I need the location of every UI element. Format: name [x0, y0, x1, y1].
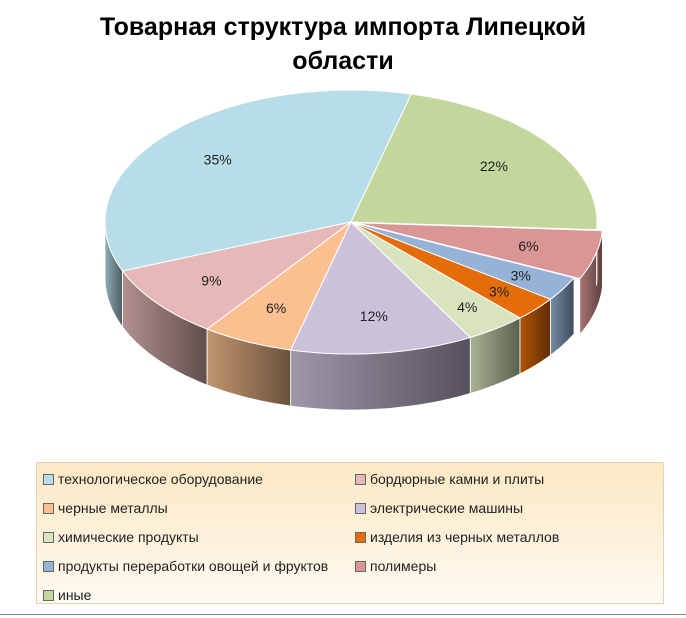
- legend-item: черные металлы: [43, 500, 168, 520]
- legend-swatch: [43, 502, 54, 514]
- legend-label: полимеры: [370, 558, 437, 574]
- pie-slice-6: [350, 221, 575, 300]
- legend-swatch: [43, 473, 54, 485]
- data-label-3: 12%: [360, 308, 388, 324]
- legend-swatch: [43, 560, 54, 572]
- legend-item: полимеры: [355, 558, 436, 578]
- pie-slice-0: [104, 89, 413, 272]
- legend-label: изделия из черных металлов: [370, 529, 560, 545]
- legend-label: химические продукты: [58, 529, 199, 545]
- legend-item: иные: [43, 587, 91, 607]
- divider-line: [0, 614, 686, 615]
- legend-item: продукты переработки овощей и фруктов: [43, 558, 328, 578]
- legend-label: технологическое оборудование: [58, 471, 263, 487]
- legend-item: изделия из черных металлов: [355, 529, 559, 549]
- data-label-1: 9%: [201, 273, 221, 289]
- data-label-8: 22%: [480, 158, 508, 174]
- legend-swatch: [43, 589, 54, 601]
- chart-title: Товарная структура импорта Липецкой обла…: [99, 13, 587, 75]
- legend-swatch: [355, 560, 366, 572]
- pie-slice-7: [356, 222, 603, 280]
- legend-label: черные металлы: [58, 500, 168, 516]
- legend-label: иные: [58, 587, 92, 603]
- legend-item: бордюрные камни и плиты: [355, 471, 544, 491]
- data-label-0: 35%: [204, 151, 232, 167]
- pie-slice-4: [350, 221, 522, 338]
- legend-swatch: [43, 531, 54, 543]
- pie-slice-1: [121, 221, 352, 330]
- data-label-2: 6%: [266, 300, 286, 316]
- pie-chart: 35% 9% 6% 12% 4% 3%3% 6% 22%: [104, 89, 603, 411]
- legend-item: химические продукты: [43, 529, 199, 549]
- legend-swatch: [355, 502, 366, 514]
- legend-item: электрические машины: [355, 500, 523, 520]
- pie-slice-3: [289, 221, 472, 355]
- legend-swatch: [355, 531, 366, 543]
- data-label-7: 6%: [518, 238, 538, 254]
- pie-slice-8: [350, 93, 598, 231]
- data-label-6: 3%: [511, 267, 531, 283]
- legend-swatch: [355, 473, 366, 485]
- data-label-5: 3%: [489, 284, 509, 300]
- pie-slice-2: [206, 221, 352, 351]
- chart-legend: технологическое оборудование бордюрные ка…: [36, 462, 664, 604]
- legend-label: продукты переработки овощей и фруктов: [58, 558, 329, 574]
- legend-label: бордюрные камни и плиты: [370, 471, 545, 487]
- legend-item: технологическое оборудование: [43, 471, 263, 491]
- pie-slice-5: [350, 221, 552, 319]
- data-label-4: 4%: [457, 299, 477, 315]
- legend-label: электрические машины: [370, 500, 524, 516]
